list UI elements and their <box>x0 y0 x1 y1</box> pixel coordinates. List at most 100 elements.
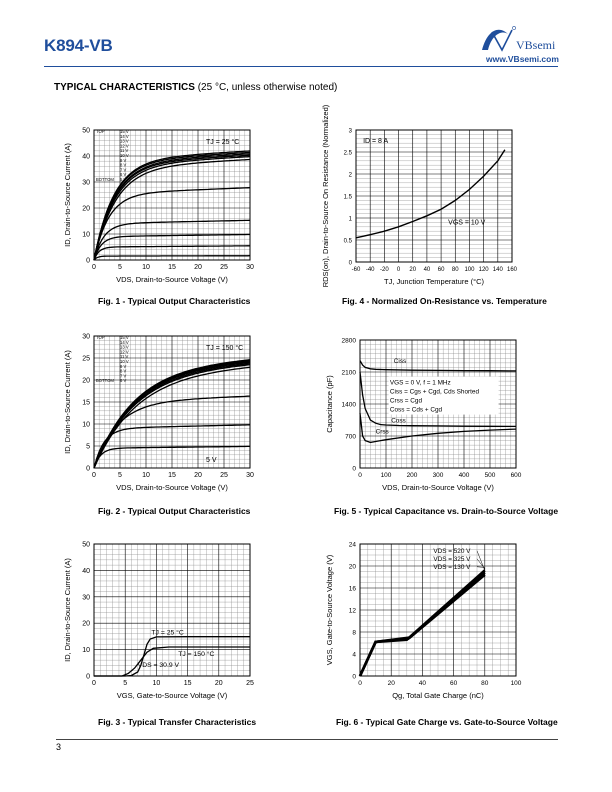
caption-fig2: Fig. 2 - Typical Output Characteristics <box>98 506 251 516</box>
y-tick-label: 25 <box>82 356 90 363</box>
fig4-label-id: ID = 8 A <box>363 138 388 145</box>
y-tick-label: 0.5 <box>344 239 353 245</box>
x-tick-label: 60 <box>450 680 458 687</box>
chart-fig1: 0 5 10 15 20 25 30 0 10 20 30 40 50 VDS, Drain-to-Sou… <box>63 128 254 285</box>
x-tick-label: 140 <box>493 267 504 273</box>
caption-fig4: Fig. 4 - Normalized On-Resistance vs. Te… <box>342 296 547 306</box>
legend-entry: 12 V <box>120 349 129 354</box>
fig3-label-vds: VDS = 30.9 V <box>138 662 180 669</box>
y-tick-label: 40 <box>82 568 90 575</box>
y-tick-label: 1.5 <box>344 195 353 201</box>
legend-entry: 6 V <box>120 172 126 177</box>
chart-fig2: 0 5 10 15 20 25 30 0 5 10 15 20 25 30 VDS, Drain-to-So… <box>63 334 254 493</box>
plot-frame <box>93 335 251 469</box>
x-tick-label: 20 <box>194 264 202 271</box>
y-tick-label: 5 <box>86 444 90 451</box>
y-tick-label: 2 <box>349 173 353 179</box>
y-tick-label: 0 <box>352 466 356 473</box>
y-axis-label: VGS, Gate-to-Source Voltage (V) <box>325 554 334 665</box>
plot-frame <box>359 543 517 677</box>
legend-entry: 13 V <box>120 345 129 350</box>
x-tick-label: 25 <box>246 680 254 687</box>
x-tick-label: 10 <box>142 472 150 479</box>
legend-entry: 7 V <box>120 373 126 378</box>
fig2-curve <box>93 395 251 469</box>
x-axis-label: TJ, Junction Temperature (°C) <box>384 277 484 286</box>
x-axis-label: VDS, Drain-to-Source Voltage (V) <box>382 483 494 492</box>
x-tick-label: 30 <box>246 264 254 271</box>
x-tick-label: 500 <box>485 472 496 479</box>
chart-fig5: 0 100 200 300 400 500 600 0 700 1400 2100 2800 VDS, … <box>325 338 522 493</box>
x-tick-label: 5 <box>118 264 122 271</box>
legend-entry: 12 V <box>120 143 129 148</box>
fig5-curve-crss <box>359 413 517 444</box>
legend-entry: 10 V <box>120 359 129 364</box>
y-tick-label: 0 <box>86 258 90 265</box>
x-tick-label: 10 <box>142 264 150 271</box>
y-tick-label: 12 <box>349 608 357 615</box>
y-tick-label: 20 <box>82 378 90 385</box>
fig1-curve <box>93 151 251 261</box>
x-tick-label: -20 <box>380 267 389 273</box>
x-tick-label: 60 <box>438 267 445 273</box>
x-tick-label: 160 <box>507 267 518 273</box>
y-tick-label: 4 <box>352 652 356 659</box>
x-tick-label: 300 <box>433 472 444 479</box>
x-tick-label: 80 <box>452 267 459 273</box>
y-tick-label: 15 <box>82 400 90 407</box>
y-tick-label: 2100 <box>342 370 357 377</box>
x-tick-label: 0 <box>92 472 96 479</box>
x-tick-label: -40 <box>366 267 375 273</box>
x-tick-label: 20 <box>215 680 223 687</box>
y-tick-label: 700 <box>345 434 356 441</box>
y-axis-label: ID, Drain-to-Source Current (A) <box>63 143 72 247</box>
x-tick-label: 25 <box>220 264 228 271</box>
y-tick-label: 2.5 <box>344 151 353 157</box>
caption-fig5: Fig. 5 - Typical Capacitance vs. Drain-t… <box>334 506 559 516</box>
fig5-label-coss: Coss <box>391 417 406 424</box>
fig5-curve-ciss <box>359 360 517 372</box>
fig1-curve <box>93 219 251 261</box>
chart-fig3: 0 5 10 15 20 25 0 10 20 30 40 50 VGS, Gate-to-Source… <box>63 542 254 701</box>
fig1-curve <box>93 187 251 261</box>
x-tick-label: 0 <box>358 472 362 479</box>
x-tick-label: 40 <box>419 680 427 687</box>
x-tick-label: 40 <box>424 267 431 273</box>
legend-top-label: TOP <box>96 335 105 340</box>
fig2-annotation: TJ = 150 °C <box>206 344 243 352</box>
website-url[interactable]: www.VBsemi.com <box>486 54 559 64</box>
y-tick-label: 2800 <box>342 338 357 345</box>
x-tick-label: 20 <box>388 680 396 687</box>
y-tick-label: 8 <box>352 630 356 637</box>
legend-entry: 8 V <box>120 369 126 374</box>
fig2-curve <box>93 445 250 469</box>
fig1-curve <box>93 158 251 261</box>
legend-entry: 5 V <box>120 177 126 182</box>
fig2-curve <box>93 364 251 469</box>
y-tick-label: 20 <box>82 206 90 213</box>
x-tick-label: -60 <box>352 267 361 273</box>
fig3-curve <box>94 646 250 677</box>
plot-frame <box>355 129 513 263</box>
y-axis-label: ID, Drain-to-Source Current (A) <box>63 558 72 662</box>
legend-entry: 15 V <box>120 335 129 340</box>
x-tick-label: 20 <box>409 267 416 273</box>
y-tick-label: 50 <box>82 542 90 549</box>
y-tick-label: 0 <box>349 261 353 267</box>
fig4-label-vgs: VGS = 10 V <box>448 220 485 227</box>
plot-frame <box>359 339 517 469</box>
legend-entry: 7 V <box>120 167 126 172</box>
y-tick-label: 3 <box>349 129 353 135</box>
header-rule <box>44 66 558 67</box>
x-tick-label: 15 <box>184 680 192 687</box>
fig1-curve <box>93 233 250 261</box>
fig1-curve <box>93 154 251 261</box>
fig5-legend-box <box>388 376 499 415</box>
legend-entry: 9 V <box>120 364 126 369</box>
y-tick-label: 10 <box>82 422 90 429</box>
x-tick-label: 100 <box>464 267 475 273</box>
legend-entry: 15 V <box>120 129 129 134</box>
section-title: TYPICAL CHARACTERISTICS <box>54 82 195 93</box>
y-tick-label: 30 <box>82 334 90 341</box>
legend-entry: 13 V <box>120 139 129 144</box>
